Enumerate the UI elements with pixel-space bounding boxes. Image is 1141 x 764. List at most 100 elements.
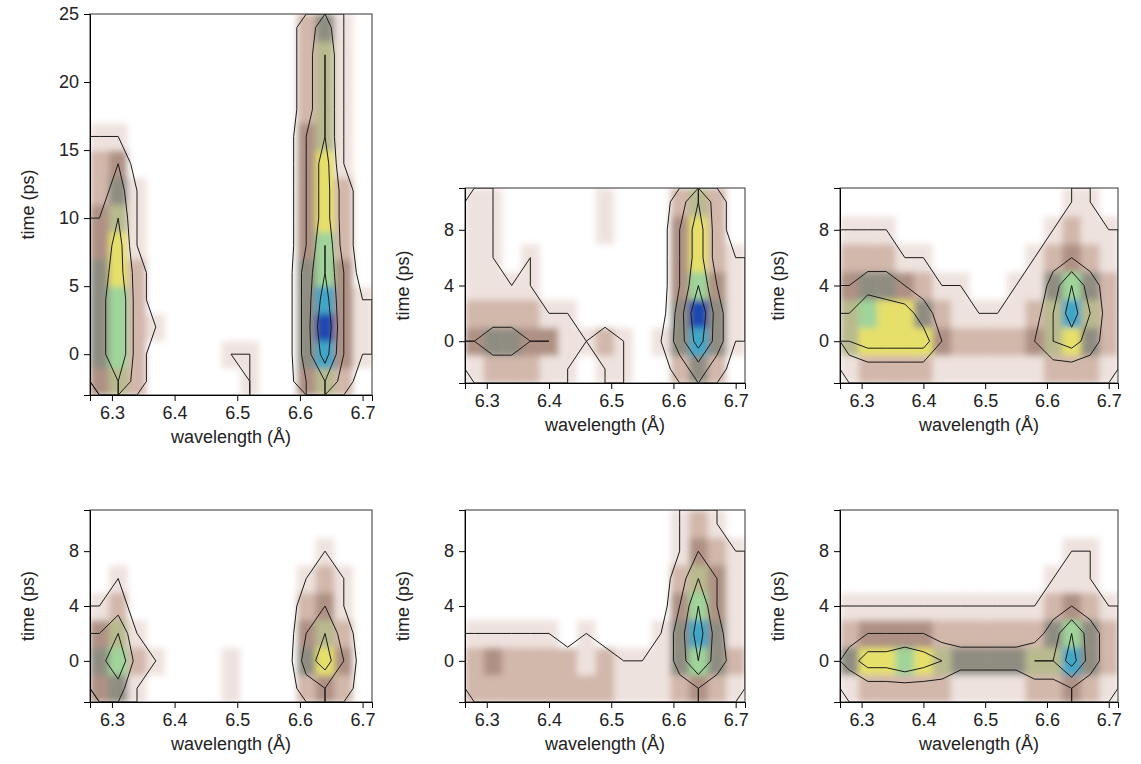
heatmap-cell bbox=[128, 592, 147, 620]
heatmap-cell bbox=[222, 123, 241, 151]
x-tick-mark bbox=[549, 383, 550, 389]
heatmap-cell bbox=[90, 510, 109, 538]
heatmap-cell bbox=[896, 537, 915, 565]
x-tick: 6.4 bbox=[911, 383, 936, 411]
heatmap-cell bbox=[540, 675, 559, 702]
heatmap-cell bbox=[259, 123, 278, 151]
heatmap-cell bbox=[240, 259, 259, 287]
heatmap-cell bbox=[840, 188, 859, 216]
x-tick: 6.5 bbox=[973, 702, 998, 730]
y-tick-label: 4 bbox=[819, 596, 829, 616]
heatmap-cell bbox=[840, 675, 859, 702]
x-tick: 6.3 bbox=[850, 383, 875, 411]
heatmap-cell bbox=[859, 675, 878, 702]
heatmap-cell bbox=[465, 565, 484, 593]
x-tick-label: 6.4 bbox=[911, 710, 936, 730]
heatmap-cell bbox=[203, 647, 222, 675]
contour-line bbox=[465, 510, 745, 702]
heatmap-cell bbox=[259, 647, 278, 675]
heatmap-cell bbox=[484, 592, 503, 620]
heatmap-cell bbox=[988, 510, 1007, 538]
heatmap-cell bbox=[988, 272, 1007, 300]
heatmap-cell bbox=[502, 675, 521, 702]
heatmap-cell bbox=[484, 299, 503, 327]
heatmap-cell bbox=[278, 341, 297, 369]
heatmap-cell bbox=[203, 620, 222, 648]
heatmap-cell bbox=[165, 592, 184, 620]
y-tick: 0 bbox=[69, 651, 90, 671]
heatmap-cell bbox=[1099, 620, 1118, 648]
heatmap-cell bbox=[128, 313, 147, 341]
plot-frame bbox=[90, 14, 372, 395]
heatmap-cell bbox=[165, 368, 184, 395]
heatmap-cell bbox=[1081, 355, 1100, 383]
heatmap-cell bbox=[316, 510, 335, 538]
heatmap-cell bbox=[1007, 188, 1026, 216]
heatmap-cell bbox=[689, 647, 708, 675]
axis-line bbox=[84, 511, 91, 703]
heatmap-cell bbox=[184, 286, 203, 314]
heatmap-cell bbox=[316, 286, 335, 314]
heatmap-cell bbox=[128, 565, 147, 593]
axis-line bbox=[466, 384, 746, 390]
heatmap-cell bbox=[184, 232, 203, 260]
heatmap-cell bbox=[334, 510, 353, 538]
heatmap-cell bbox=[988, 675, 1007, 702]
heatmap-cell bbox=[353, 620, 372, 648]
heatmap-cell bbox=[633, 537, 652, 565]
x-axis-title: wavelength (Å) bbox=[170, 427, 291, 447]
heatmap-cell bbox=[521, 565, 540, 593]
heatmap-cell bbox=[90, 537, 109, 565]
y-tick: 10 bbox=[59, 208, 90, 228]
y-tick: 4 bbox=[819, 596, 840, 616]
heatmap-cell bbox=[521, 537, 540, 565]
heatmap-cell bbox=[240, 177, 259, 205]
plot-area bbox=[465, 188, 745, 383]
heatmap-cell bbox=[914, 327, 933, 355]
y-tick-label: 0 bbox=[69, 651, 79, 671]
heatmap-cell bbox=[951, 675, 970, 702]
heatmap-cells bbox=[465, 188, 745, 383]
heatmap-cell bbox=[146, 150, 165, 178]
heatmap-cell bbox=[521, 647, 540, 675]
heatmap-cell bbox=[933, 510, 952, 538]
heatmap-cell bbox=[465, 510, 484, 538]
heatmap-cell bbox=[540, 537, 559, 565]
heatmap-cell bbox=[240, 510, 259, 538]
x-tick-label: 6.6 bbox=[661, 710, 686, 730]
heatmap-cell bbox=[278, 205, 297, 233]
x-tick-label: 6.6 bbox=[288, 710, 313, 730]
heatmap-cell bbox=[1007, 510, 1026, 538]
heatmap-cell bbox=[596, 592, 615, 620]
heatmap-cell bbox=[896, 647, 915, 675]
heatmap-cell bbox=[465, 188, 484, 216]
y-tick-mark bbox=[84, 218, 90, 219]
heatmap-cell bbox=[970, 244, 989, 272]
x-axis-title: wavelength (Å) bbox=[544, 415, 665, 435]
heatmap-cell bbox=[146, 368, 165, 395]
heatmap-cell bbox=[353, 123, 372, 151]
heatmap-cell bbox=[951, 244, 970, 272]
heatmap-cell bbox=[165, 565, 184, 593]
y-tick-label: 0 bbox=[444, 331, 454, 351]
heatmap-cell bbox=[240, 675, 259, 702]
heatmap-cell bbox=[502, 592, 521, 620]
heatmap-cell bbox=[1007, 647, 1026, 675]
heatmap-cell bbox=[896, 510, 915, 538]
heatmap-cell bbox=[353, 675, 372, 702]
x-axis-title: wavelength (Å) bbox=[544, 734, 665, 754]
y-axis-title: time (ps) bbox=[768, 250, 788, 320]
heatmap-cell bbox=[614, 216, 633, 244]
heatmap-cell bbox=[465, 537, 484, 565]
plot-area bbox=[90, 510, 372, 702]
heatmap-cell bbox=[558, 272, 577, 300]
heatmap-cell bbox=[165, 177, 184, 205]
heatmap-cell bbox=[165, 537, 184, 565]
heatmap-cell bbox=[222, 96, 241, 124]
x-tick-mark bbox=[611, 383, 612, 389]
heatmap-cell bbox=[670, 188, 689, 216]
contour-line bbox=[840, 272, 1090, 349]
x-tick-mark bbox=[487, 702, 488, 708]
axis-line bbox=[834, 189, 841, 384]
heatmap-cell bbox=[914, 510, 933, 538]
